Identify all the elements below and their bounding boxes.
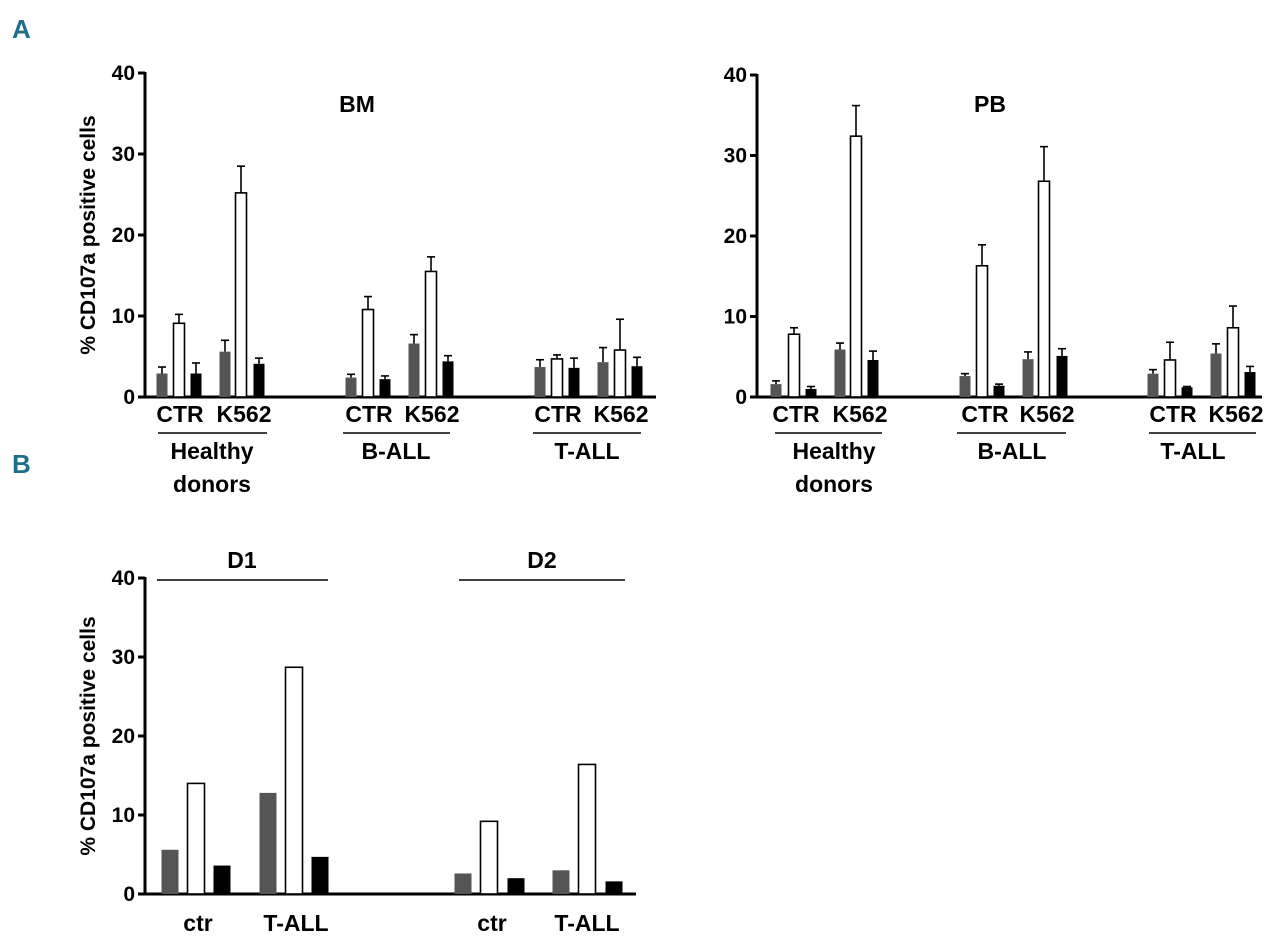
- bar-grey-1: [219, 351, 231, 397]
- category-label: K562: [594, 401, 649, 427]
- chart-title: BM: [339, 91, 375, 117]
- bar-black-2: [507, 878, 525, 894]
- bar-white-1: [234, 192, 248, 398]
- bar-black-2: [993, 385, 1005, 397]
- group-label: donors: [173, 471, 251, 497]
- group-label: T-ALL: [1160, 438, 1225, 464]
- y-tick-label: 0: [735, 386, 747, 409]
- group-label: Healthy: [170, 438, 253, 464]
- group-label: B-ALL: [362, 438, 431, 464]
- category-label: ctr: [477, 910, 506, 936]
- bar-grey-2: [454, 873, 472, 894]
- bar-white-3: [577, 763, 597, 895]
- y-tick-label: 10: [724, 306, 747, 329]
- y-tick-label: 0: [123, 386, 135, 409]
- bar-black-1: [867, 359, 879, 397]
- group-label: D1: [227, 547, 257, 573]
- bar-white-1: [849, 135, 863, 398]
- bar-black-4: [1181, 387, 1193, 397]
- bar-black-5: [631, 366, 643, 397]
- chart-title: PB: [974, 91, 1006, 117]
- category-label: CTR: [156, 401, 204, 427]
- category-label: K562: [405, 401, 460, 427]
- bar-grey-1: [834, 349, 846, 397]
- y-tick-label: 20: [724, 225, 747, 248]
- y-tick-label: 20: [112, 224, 135, 247]
- bar-black-1: [253, 363, 265, 397]
- bar-white-1: [284, 666, 304, 895]
- category-label: CTR: [961, 401, 1009, 427]
- bar-grey-0: [156, 373, 168, 397]
- bar-grey-5: [597, 362, 609, 397]
- category-label: CTR: [1149, 401, 1197, 427]
- bar-grey-4: [534, 367, 546, 397]
- bar-black-0: [190, 373, 202, 397]
- category-label: CTR: [345, 401, 393, 427]
- y-tick-label: 30: [724, 145, 747, 168]
- bar-white-2: [361, 308, 375, 398]
- bar-grey-2: [959, 376, 971, 397]
- chart-bm: 0 10 20 30 40 BM % CD107a positive cells CTR K56…: [77, 62, 656, 497]
- group-label: donors: [795, 471, 873, 497]
- y-tick-label: 30: [112, 646, 135, 669]
- group-label: D2: [527, 547, 556, 573]
- bar-white-2: [479, 820, 499, 895]
- bar-black-0: [805, 388, 817, 397]
- bar-white-0: [186, 782, 206, 895]
- group-label: B-ALL: [978, 438, 1047, 464]
- y-tick-label: 30: [112, 143, 135, 166]
- bar-grey-3: [408, 343, 420, 397]
- y-tick-label: 40: [724, 64, 747, 87]
- bar-grey-3: [552, 870, 570, 894]
- category-label: K562: [1209, 401, 1264, 427]
- y-tick-label: 0: [123, 883, 135, 906]
- category-label: K562: [833, 401, 888, 427]
- bar-white-0: [787, 333, 801, 398]
- bar-white-5: [1226, 326, 1240, 398]
- group-label: Healthy: [792, 438, 875, 464]
- y-axis-label: % CD107a positive cells: [77, 115, 100, 354]
- bar-white-3: [424, 270, 438, 398]
- category-label: K562: [1020, 401, 1075, 427]
- bar-white-4: [1163, 359, 1177, 398]
- bar-white-2: [975, 264, 989, 398]
- y-tick-label: 10: [112, 804, 135, 827]
- y-axis-label: % CD107a positive cells: [77, 616, 100, 855]
- y-tick-label: 10: [112, 305, 135, 328]
- bar-grey-0: [161, 849, 179, 894]
- category-label: CTR: [534, 401, 582, 427]
- y-tick-label: 40: [112, 567, 135, 590]
- category-label: T-ALL: [263, 910, 328, 936]
- bar-grey-2: [345, 377, 357, 397]
- category-label: ctr: [183, 910, 212, 936]
- bar-black-3: [1056, 355, 1068, 397]
- bar-black-3: [605, 881, 623, 894]
- panel-label-a: A: [12, 14, 31, 44]
- bar-white-0: [172, 322, 186, 398]
- bar-grey-5: [1210, 353, 1222, 397]
- bar-black-4: [568, 367, 580, 397]
- bar-white-5: [613, 349, 627, 398]
- bar-black-0: [213, 865, 231, 894]
- chart-panel-b: 0 10 20 30 40 % CD107a positive cells ctr T-ALL…: [77, 547, 636, 936]
- bar-grey-0: [770, 384, 782, 397]
- bar-black-1: [311, 856, 329, 894]
- category-label: K562: [217, 401, 272, 427]
- panel-label-b: B: [12, 449, 31, 479]
- category-label: T-ALL: [554, 910, 619, 936]
- bar-grey-4: [1147, 373, 1159, 397]
- chart-pb: 0 10 20 30 40 PB CTR K562 CTR K562 CTR K562 Healthy d…: [724, 64, 1264, 497]
- bar-black-2: [379, 379, 391, 397]
- group-label: T-ALL: [554, 438, 619, 464]
- bar-white-3: [1037, 180, 1051, 398]
- bar-black-5: [1244, 372, 1256, 397]
- bar-grey-3: [1022, 359, 1034, 397]
- category-label: CTR: [772, 401, 820, 427]
- bar-black-3: [442, 361, 454, 397]
- bar-white-4: [550, 358, 564, 398]
- y-tick-label: 40: [112, 62, 135, 85]
- y-tick-label: 20: [112, 725, 135, 748]
- bar-grey-1: [259, 792, 277, 894]
